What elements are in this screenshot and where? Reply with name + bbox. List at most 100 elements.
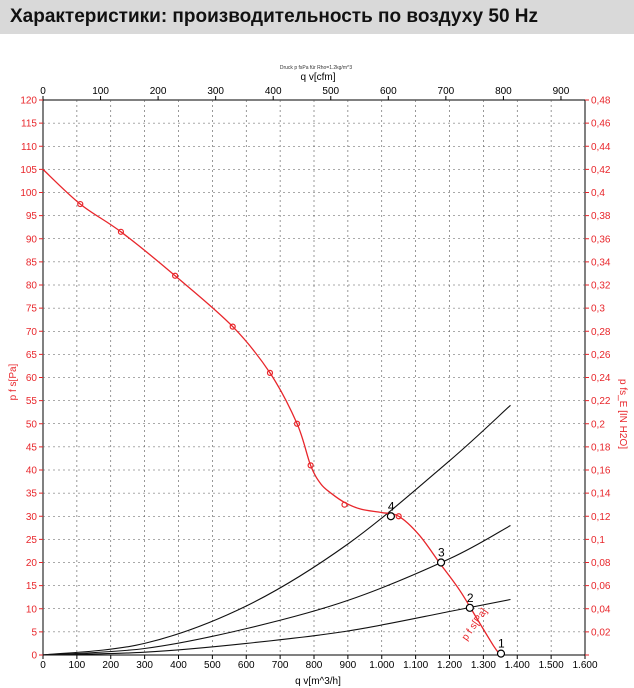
x-bottom-tick-label: 900 (340, 660, 357, 671)
fan-curve-marker (117, 228, 125, 235)
system-curve-line (42, 525, 511, 656)
x-bottom-tick-label: 1.100 (403, 660, 428, 671)
y-right-tick-label: 0,48 (591, 96, 611, 107)
y-left-tick-label: 45 (26, 442, 38, 453)
system-curve-line (42, 404, 511, 656)
x-bottom-axis-label: q v[m^3/h] (295, 676, 341, 687)
y-left-axis-label: p f s[Pa] (8, 363, 19, 400)
y-right-tick-label: 0,36 (591, 234, 611, 245)
x-bottom-tick-label: 700 (272, 660, 289, 671)
x-top-tick-label: 500 (322, 86, 339, 97)
fan-curve-marker (229, 323, 236, 330)
x-bottom-tick-label: 500 (204, 660, 221, 671)
x-top-tick-label: 100 (92, 86, 109, 97)
x-top-tick-label: 800 (495, 86, 512, 97)
operating-point-label: 1 (498, 637, 505, 651)
series: p f s[Pa] (42, 168, 511, 656)
y-left-tick-label: 5 (31, 627, 37, 638)
y-left-tick-label: 60 (26, 373, 38, 384)
y-left-tick-label: 80 (26, 281, 38, 292)
y-right-tick-label: 0,08 (591, 558, 611, 569)
x-bottom-tick-label: 1.600 (572, 660, 597, 671)
y-left-tick-label: 95 (26, 211, 38, 222)
y-right-tick-label: 0,16 (591, 466, 611, 477)
x-bottom-tick-label: 800 (306, 660, 323, 671)
operating-point-marker (436, 558, 446, 567)
header-bar: Характеристики: производительность по во… (0, 0, 634, 34)
x-bottom-tick-label: 1.400 (505, 660, 530, 671)
fan-curve-label: p f s[Pa] (460, 606, 490, 643)
y-left-tick-label: 105 (20, 165, 37, 176)
y-left-tick-label: 55 (26, 396, 38, 407)
x-top-tick-label: 900 (553, 86, 570, 97)
y-left-tick-label: 75 (26, 304, 38, 315)
operating-point-label: 2 (467, 591, 474, 605)
y-left-tick-label: 35 (26, 489, 38, 500)
y-left-tick-label: 25 (26, 535, 38, 546)
y-left-tick-label: 15 (26, 581, 38, 592)
fan-curve-marker (341, 501, 348, 508)
x-bottom-tick-label: 100 (69, 660, 86, 671)
x-top-tick-label: 400 (265, 86, 282, 97)
y-left-tick-label: 120 (20, 96, 37, 107)
fan-curve-marker (293, 420, 301, 427)
fan-curve-marker (77, 200, 84, 208)
system-curve-line (42, 598, 511, 656)
y-right-tick-label: 0,38 (591, 211, 611, 222)
y-right-tick-label: 0,14 (591, 489, 611, 500)
x-top-tick-label: 700 (438, 86, 455, 97)
y-left-tick-label: 50 (26, 419, 38, 430)
y-right-axis-label: p fs_E [IN H2O] (617, 379, 628, 449)
y-right-tick-label: 0,34 (591, 257, 611, 268)
fan-curve-marker (395, 513, 402, 520)
x-top-axis-label: q v[cfm] (300, 72, 335, 83)
fan-performance-chart: Druck p fsPa für Rho=1.2kg/m^3 q v[cfm] … (8, 65, 628, 687)
fan-curve-marker (172, 272, 179, 279)
y-right-tick-label: 0,26 (591, 350, 611, 361)
x-bottom-tick-label: 600 (238, 660, 255, 671)
y-right-tick-label: 0,2 (591, 419, 605, 430)
x-bottom-tick-label: 1.500 (539, 660, 564, 671)
x-bottom-tick-label: 1.000 (369, 660, 394, 671)
y-right-tick-label: 0,4 (591, 188, 605, 199)
x-top-tick-label: 600 (380, 86, 397, 97)
y-right-tick-label: 0,46 (591, 119, 611, 130)
y-left-tick-label: 20 (26, 558, 38, 569)
operating-point-marker (465, 603, 474, 612)
operating-points: 1 2 3 4 (386, 499, 506, 658)
y-left-tick-label: 10 (26, 604, 38, 615)
y-right-tick-label: 0,12 (591, 512, 611, 523)
x-bottom-tick-label: 200 (102, 660, 119, 671)
x-bottom-tick-label: 0 (40, 660, 46, 671)
y-right-tick-label: 0,22 (591, 396, 611, 407)
y-right-tick-label: 0,06 (591, 581, 611, 592)
y-right-tick-label: 0,42 (591, 165, 611, 176)
operating-point-label: 4 (388, 499, 395, 513)
y-left-tick-label: 70 (26, 327, 38, 338)
fan-curve-marker (266, 369, 274, 376)
y-left-tick-label: 100 (20, 188, 37, 199)
axes: 0 100 200 300 400 500 600 700 800 900 1.000 1.100 1.… (20, 86, 611, 671)
x-top-tick-label: 200 (150, 86, 167, 97)
y-right-tick-label: 0,04 (591, 604, 611, 615)
x-top-tick-label: 0 (40, 86, 46, 97)
y-right-tick-label: 0,1 (591, 535, 605, 546)
y-right-tick-label: 0,32 (591, 281, 611, 292)
y-right-tick-label: 0,44 (591, 142, 611, 153)
y-right-tick-label: 0,18 (591, 442, 611, 453)
y-right-tick-label: 0,24 (591, 373, 611, 384)
y-left-tick-label: 90 (26, 234, 38, 245)
x-bottom-tick-label: 400 (170, 660, 187, 671)
operating-point-marker (386, 512, 395, 521)
x-bottom-tick-label: 300 (136, 660, 153, 671)
y-left-tick-label: 40 (26, 466, 38, 477)
y-right-tick-label: 0,28 (591, 327, 611, 338)
y-left-tick-label: 115 (21, 119, 37, 130)
y-left-tick-label: 30 (26, 512, 38, 523)
y-left-tick-label: 110 (21, 142, 37, 153)
y-left-tick-label: 85 (26, 257, 38, 268)
y-right-tick-label: 0,3 (591, 304, 605, 315)
x-top-tick-label: 300 (207, 86, 224, 97)
operating-point-label: 3 (438, 546, 445, 560)
y-right-tick-label: 0,02 (591, 627, 611, 638)
